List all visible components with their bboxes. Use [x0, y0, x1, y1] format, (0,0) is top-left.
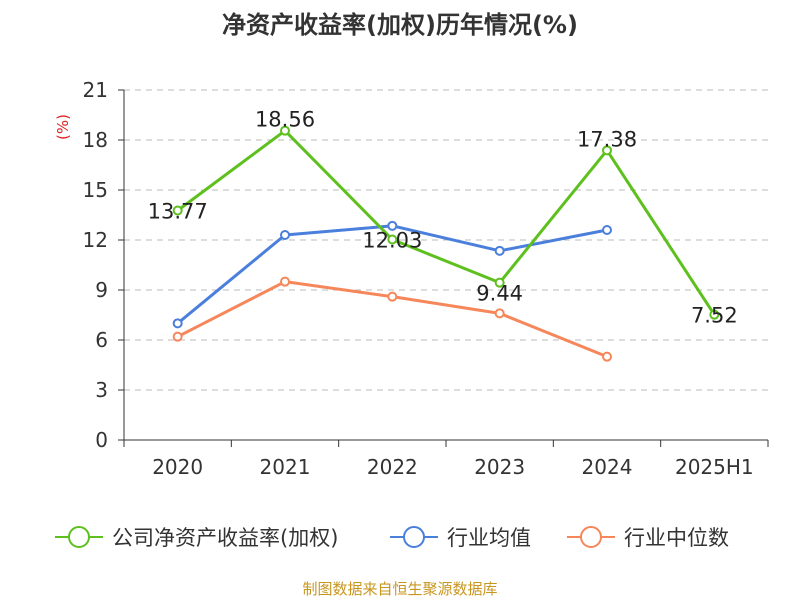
- y-tick-label: 0: [95, 428, 108, 452]
- data-point[interactable]: [172, 318, 183, 329]
- data-point[interactable]: [494, 245, 505, 256]
- x-tick-label: 2022: [367, 455, 418, 479]
- data-point[interactable]: [494, 308, 505, 319]
- series-lines: [172, 125, 720, 362]
- data-label: 7.52: [691, 304, 738, 328]
- legend-item-2[interactable]: 行业中位数: [567, 526, 729, 550]
- y-tick-label: 18: [83, 128, 108, 152]
- y-tick-label: 21: [83, 78, 108, 102]
- legend-item-1[interactable]: 行业均值: [390, 526, 531, 550]
- legend-label: 公司净资产收益率(加权): [112, 526, 338, 550]
- x-tick-label: 2024: [582, 455, 633, 479]
- x-tick-label: 2020: [152, 455, 203, 479]
- data-point[interactable]: [709, 309, 720, 320]
- data-point[interactable]: [602, 145, 612, 156]
- y-axis-unit: (%): [54, 114, 72, 140]
- data-point[interactable]: [387, 220, 398, 231]
- data-label: 12.03: [362, 229, 422, 253]
- legend-label: 行业中位数: [624, 526, 729, 550]
- data-point[interactable]: [172, 331, 183, 342]
- data-label: 9.44: [476, 282, 523, 306]
- legend-label: 行业均值: [447, 526, 531, 550]
- data-point[interactable]: [280, 230, 290, 240]
- data-point[interactable]: [602, 225, 612, 235]
- x-tick-label: 2023: [474, 455, 525, 479]
- chart-title: 净资产收益率(加权)历年情况(%): [222, 11, 578, 39]
- series-line-0: [176, 129, 716, 316]
- legend-marker: [68, 526, 90, 548]
- data-labels: 13.77 18.56 12.03 9.44 17.38 7.52: [148, 108, 738, 328]
- data-label: 17.38: [577, 127, 637, 151]
- data-label: 18.56: [255, 108, 315, 132]
- data-point[interactable]: [172, 205, 183, 216]
- axes: 0 3 6 9 12 15 18 21 2020 2021 2022 2023 2024 2025H1: [83, 78, 769, 479]
- y-tick-label: 15: [83, 178, 108, 202]
- data-label: 13.77: [148, 200, 208, 224]
- source-note: 制图数据来自恒生聚源数据库: [302, 580, 497, 598]
- data-point[interactable]: [494, 277, 505, 288]
- y-tick-label: 6: [95, 328, 108, 352]
- legend-marker: [403, 526, 425, 548]
- data-point[interactable]: [387, 291, 398, 302]
- y-tick-label: 12: [83, 228, 108, 252]
- y-tick-label: 3: [95, 378, 108, 402]
- x-tick-label: 2025H1: [675, 455, 754, 479]
- legend-marker: [580, 526, 602, 548]
- grid-lines: [124, 89, 768, 391]
- data-point[interactable]: [280, 125, 290, 136]
- data-point[interactable]: [602, 351, 612, 362]
- data-point[interactable]: [387, 234, 398, 245]
- legend[interactable]: 公司净资产收益率(加权) 行业均值 行业中位数: [55, 526, 729, 550]
- data-point[interactable]: [280, 276, 290, 287]
- legend-item-0[interactable]: 公司净资产收益率(加权): [55, 526, 338, 550]
- x-tick-label: 2021: [260, 455, 311, 479]
- y-tick-label: 9: [95, 278, 108, 302]
